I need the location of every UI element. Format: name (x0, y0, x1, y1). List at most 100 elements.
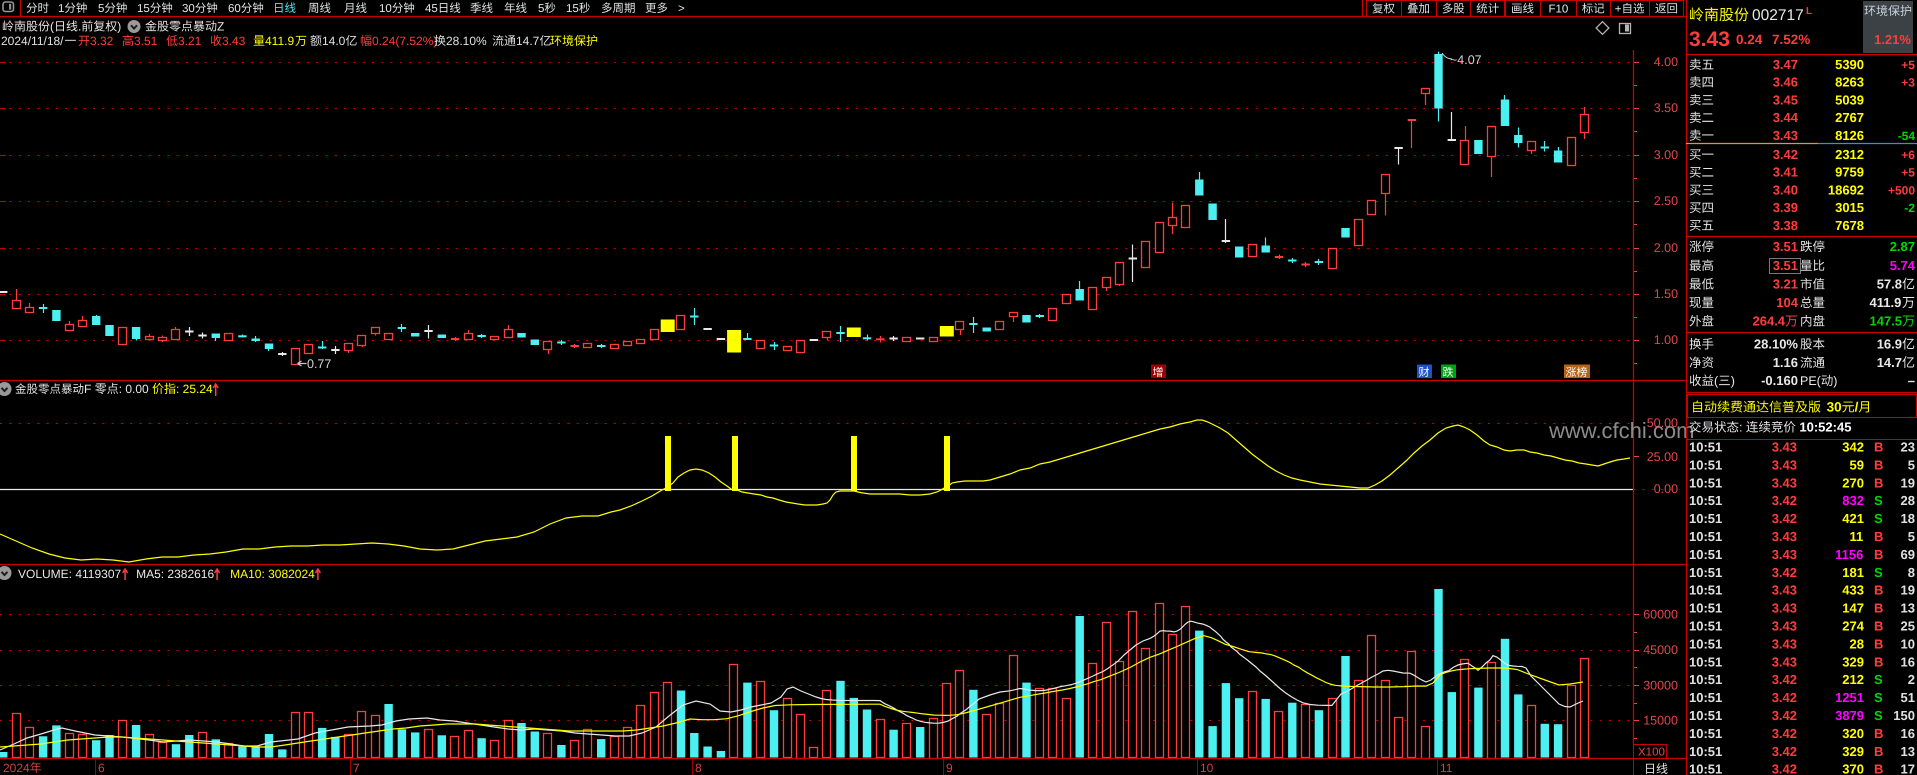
svg-text:28.10%: 28.10% (1754, 337, 1799, 352)
svg-text:7678: 7678 (1835, 218, 1864, 233)
svg-text:3.42: 3.42 (1772, 493, 1797, 508)
svg-text:10:51: 10:51 (1689, 762, 1722, 775)
svg-text:10:51: 10:51 (1689, 547, 1722, 562)
svg-text:10:51: 10:51 (1689, 511, 1722, 526)
svg-text:): ) (1731, 374, 1735, 388)
svg-text:: 0.00: : 0.00 (119, 382, 149, 396)
svg-text:421: 421 (1842, 511, 1864, 526)
svg-text:3.43: 3.43 (1772, 475, 1797, 490)
svg-text:30: 30 (1827, 400, 1842, 415)
svg-text:3.40: 3.40 (1773, 182, 1798, 197)
svg-text:S: S (1874, 565, 1883, 580)
svg-text:2312: 2312 (1835, 147, 1864, 162)
svg-text:S: S (1874, 511, 1883, 526)
svg-text:10: 10 (379, 3, 392, 15)
svg-text:3.50: 3.50 (1654, 101, 1678, 115)
svg-text:10: 10 (1901, 636, 1915, 651)
svg-text:.: . (78, 20, 81, 34)
svg-text:5: 5 (538, 3, 544, 15)
svg-text:5039: 5039 (1835, 92, 1864, 107)
svg-text:0.24: 0.24 (1736, 32, 1763, 47)
svg-text:45: 45 (425, 3, 438, 15)
svg-text:10:51: 10:51 (1689, 619, 1722, 634)
svg-text:0.00: 0.00 (1654, 482, 1678, 496)
svg-text:3.43: 3.43 (1689, 28, 1730, 51)
svg-text:10:51: 10:51 (1689, 583, 1722, 598)
svg-text:3.43: 3.43 (1772, 636, 1797, 651)
svg-text:28: 28 (1850, 636, 1864, 651)
svg-text:2767: 2767 (1835, 110, 1864, 125)
svg-text:16.9: 16.9 (1877, 337, 1902, 352)
svg-text:3.42: 3.42 (1772, 708, 1797, 723)
svg-text:45000: 45000 (1643, 643, 1678, 657)
svg-text:B: B (1874, 762, 1883, 775)
svg-text:F10: F10 (1549, 4, 1569, 16)
svg-text:6: 6 (98, 761, 105, 775)
svg-text:10:51: 10:51 (1689, 493, 1722, 508)
svg-text:147.5: 147.5 (1870, 314, 1903, 329)
svg-text:3.45: 3.45 (1773, 92, 1798, 107)
svg-text:10:51: 10:51 (1689, 601, 1722, 616)
svg-text:5: 5 (1908, 529, 1915, 544)
svg-text:320: 320 (1842, 726, 1864, 741)
svg-text:B: B (1874, 636, 1883, 651)
svg-text:B: B (1874, 440, 1883, 455)
svg-text:3.39: 3.39 (1773, 200, 1798, 215)
svg-text:3.42: 3.42 (1772, 511, 1797, 526)
svg-text:30: 30 (182, 3, 195, 15)
svg-text:10:52:45: 10:52:45 (1799, 420, 1851, 435)
svg-text:2.50: 2.50 (1654, 194, 1678, 208)
svg-text:60: 60 (228, 3, 241, 15)
svg-text:15000: 15000 (1643, 714, 1678, 728)
svg-text:1251: 1251 (1835, 690, 1864, 705)
svg-text:10:51: 10:51 (1689, 672, 1722, 687)
svg-text:3.43: 3.43 (1772, 619, 1797, 634)
svg-text:X100: X100 (1638, 747, 1665, 759)
svg-text::: : (1739, 421, 1742, 435)
svg-text:~4.07: ~4.07 (1450, 53, 1482, 67)
svg-text:S: S (1874, 672, 1883, 687)
svg-text:4.00: 4.00 (1654, 55, 1678, 69)
svg-text:S: S (1874, 493, 1883, 508)
svg-text:2: 2 (1908, 672, 1915, 687)
svg-text:+5: +5 (1901, 166, 1915, 180)
svg-text:25.00: 25.00 (1647, 450, 1678, 464)
svg-text:15: 15 (566, 3, 579, 15)
svg-text:: 25.24: : 25.24 (176, 382, 213, 396)
svg-text:50.00: 50.00 (1647, 416, 1678, 430)
svg-text:7: 7 (353, 761, 360, 775)
svg-text:15: 15 (137, 3, 150, 15)
svg-text:3.42: 3.42 (1773, 147, 1798, 162)
svg-text:18: 18 (1901, 511, 1915, 526)
svg-text:B: B (1874, 547, 1883, 562)
svg-text:B: B (1874, 619, 1883, 634)
svg-text:–: – (1908, 373, 1915, 388)
svg-text:60000: 60000 (1643, 608, 1678, 622)
svg-text:329: 329 (1842, 654, 1864, 669)
svg-text:(: ( (1714, 374, 1719, 388)
svg-text:3.43: 3.43 (1772, 601, 1797, 616)
svg-text:274: 274 (1842, 619, 1864, 634)
svg-text:8263: 8263 (1835, 75, 1864, 90)
svg-text:F: F (84, 382, 91, 396)
svg-text:11: 11 (1440, 761, 1453, 775)
svg-text:www.cfchi.com: www.cfchi.com (1548, 418, 1694, 443)
svg-text:10:51: 10:51 (1689, 654, 1722, 669)
svg-text:3.32: 3.32 (90, 34, 114, 48)
svg-text:57.8: 57.8 (1877, 277, 1902, 292)
svg-text:3015: 3015 (1835, 200, 1864, 215)
svg-text:5: 5 (98, 3, 104, 15)
svg-text:-2: -2 (1904, 201, 1915, 215)
svg-text:-0.160: -0.160 (1761, 373, 1798, 388)
svg-text:L: L (1806, 6, 1812, 17)
svg-text:S: S (1874, 690, 1883, 705)
svg-text:1.50: 1.50 (1654, 287, 1678, 301)
svg-text:>: > (678, 3, 685, 15)
svg-text:8126: 8126 (1835, 128, 1864, 143)
svg-text:): ) (1833, 374, 1837, 388)
svg-text:7.52%: 7.52% (1772, 32, 1810, 47)
svg-text:8: 8 (695, 761, 702, 775)
svg-text:5.74: 5.74 (1890, 258, 1916, 273)
svg-text:30000: 30000 (1643, 679, 1678, 693)
svg-text:/: / (1855, 400, 1859, 415)
